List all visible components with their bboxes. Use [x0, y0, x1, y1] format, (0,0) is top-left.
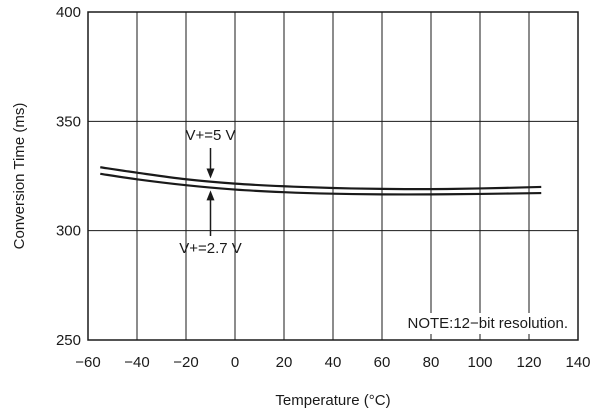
- y-tick-label: 250: [56, 332, 81, 349]
- x-tick-label: 120: [516, 354, 541, 371]
- y-tick-label: 300: [56, 223, 81, 240]
- series-line-2: [100, 172, 542, 196]
- annotation-arrowhead-2-7v: [206, 190, 215, 201]
- x-tick-label: 100: [467, 354, 492, 371]
- annotation-label-2-7v: V+=2.7 V: [179, 240, 242, 257]
- y-tick-label: 400: [56, 4, 81, 21]
- x-tick-label: −40: [124, 354, 149, 371]
- series-line-1: [100, 166, 542, 191]
- x-tick-label: 20: [276, 354, 293, 371]
- plot-frame: [87, 11, 579, 341]
- grid-lines: [88, 12, 578, 340]
- x-tick-label: 60: [374, 354, 391, 371]
- y-axis-label: Conversion Time (ms): [11, 103, 28, 250]
- y-axis-ticks: 250 300 350 400: [56, 4, 81, 349]
- annotation-note: NOTE:12−bit resolution.: [408, 315, 569, 332]
- annotation-label-5v: V+=5 V: [185, 127, 235, 144]
- annotation-arrowhead-5v: [206, 168, 215, 179]
- x-tick-label: −60: [75, 354, 100, 371]
- x-axis-label: Temperature (°C): [275, 392, 390, 409]
- series-lines: [100, 166, 542, 196]
- x-axis-ticks: −60 −40 −20 0 20 40 60 80 100 120 140: [75, 354, 590, 371]
- x-tick-label: 40: [325, 354, 342, 371]
- y-tick-label: 350: [56, 113, 81, 130]
- annotations: V+=5 V V+=2.7 V NOTE:12−bit resolution.: [179, 127, 572, 334]
- annotation-note-background: [403, 313, 572, 334]
- x-tick-label: 140: [565, 354, 590, 371]
- x-tick-label: 80: [423, 354, 440, 371]
- x-tick-label: 0: [231, 354, 239, 371]
- x-tick-label: −20: [173, 354, 198, 371]
